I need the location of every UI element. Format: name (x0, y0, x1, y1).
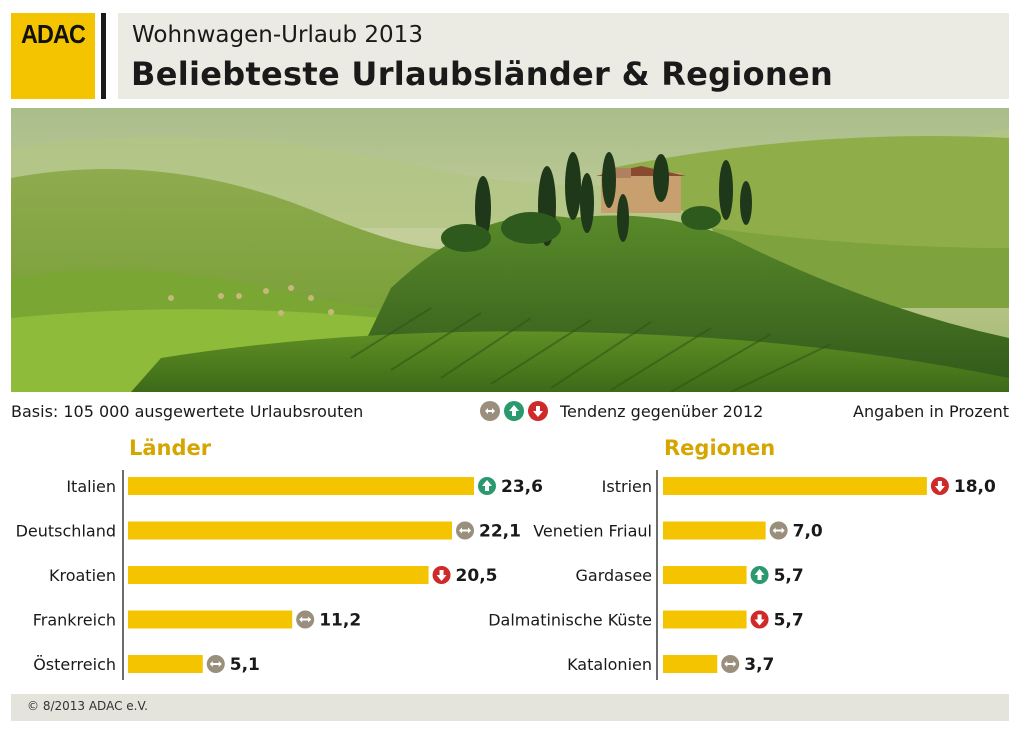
laender-category-label: Italien (66, 477, 116, 496)
axis-line-regionen (656, 470, 658, 680)
laender-category-label: Deutschland (16, 522, 116, 541)
laender-bar (128, 566, 429, 584)
laender-bar (128, 521, 453, 540)
page-subtitle: Wohnwagen-Urlaub 2013 (132, 22, 423, 48)
arrow-down-icon (750, 610, 769, 629)
arrow-up-icon (750, 566, 769, 584)
tuscany-landscape-photo (11, 108, 1009, 392)
chart-laender: Italien 23,6 Deutschland 22,1 Kroatien 20,5 Fr… (16, 477, 543, 675)
basis-note: Basis: 105 000 ausgewertete Urlaubsroute… (11, 402, 364, 421)
regionen-value-label: 5,7 (774, 611, 804, 631)
axis-line-laender (122, 470, 124, 680)
trend-legend-icons (480, 401, 548, 421)
regionen-value-label: 7,0 (793, 522, 823, 542)
arrows-left-right-icon (480, 401, 500, 421)
arrows-left-right-icon (456, 521, 475, 540)
chart-title-regionen: Regionen (664, 436, 776, 460)
header: Wohnwagen-Urlaub 2013 Beliebteste Urlaub… (118, 13, 1009, 99)
arrow-down-icon (528, 401, 548, 421)
laender-bar (128, 655, 203, 673)
regionen-category-label: Istrien (602, 477, 652, 496)
arrows-left-right-icon (721, 655, 740, 673)
arrow-up-icon (478, 477, 496, 495)
unit-note: Angaben in Prozent (853, 402, 1009, 421)
regionen-value-label: 5,7 (774, 566, 804, 586)
regionen-bar (663, 521, 766, 540)
regionen-value-label: 18,0 (954, 477, 996, 497)
laender-value-label: 11,2 (319, 611, 361, 631)
chart-regionen: Istrien 18,0 Venetien Friaul 7,0 Gardasee 5,7… (488, 477, 996, 675)
arrows-left-right-icon (296, 610, 315, 629)
chart-title-laender: Länder (129, 436, 212, 460)
arrows-left-right-icon (769, 521, 788, 540)
laender-category-label: Österreich (33, 655, 116, 674)
tendency-note: Tendenz gegenüber 2012 (560, 402, 764, 421)
regionen-bar (663, 610, 747, 629)
logo-text: ADAC (20, 19, 86, 49)
adac-logo: ADAC (11, 13, 95, 99)
arrow-down-icon (432, 566, 451, 584)
laender-bar (128, 477, 474, 495)
regionen-category-label: Venetien Friaul (533, 522, 652, 541)
regionen-value-label: 3,7 (744, 655, 774, 675)
laender-value-label: 23,6 (501, 477, 543, 497)
regionen-category-label: Dalmatinische Küste (488, 611, 652, 630)
regionen-bar (663, 655, 718, 673)
regionen-category-label: Gardasee (576, 566, 652, 585)
copyright: © 8/2013 ADAC e.V. (27, 699, 148, 713)
laender-category-label: Frankreich (33, 611, 116, 630)
laender-category-label: Kroatien (49, 566, 116, 585)
regionen-bar (663, 477, 927, 495)
laender-value-label: 22,1 (479, 522, 521, 542)
page-title: Beliebteste Urlaubsländer & Regionen (131, 55, 834, 93)
regionen-category-label: Katalonien (567, 655, 652, 674)
header-divider (101, 13, 106, 99)
footer: © 8/2013 ADAC e.V. (11, 694, 1009, 721)
laender-bar (128, 610, 293, 629)
arrow-up-icon (504, 401, 524, 421)
regionen-bar (663, 566, 747, 584)
laender-value-label: 20,5 (456, 566, 498, 586)
arrow-down-icon (930, 477, 949, 495)
arrows-left-right-icon (206, 655, 225, 673)
laender-value-label: 5,1 (230, 655, 260, 675)
